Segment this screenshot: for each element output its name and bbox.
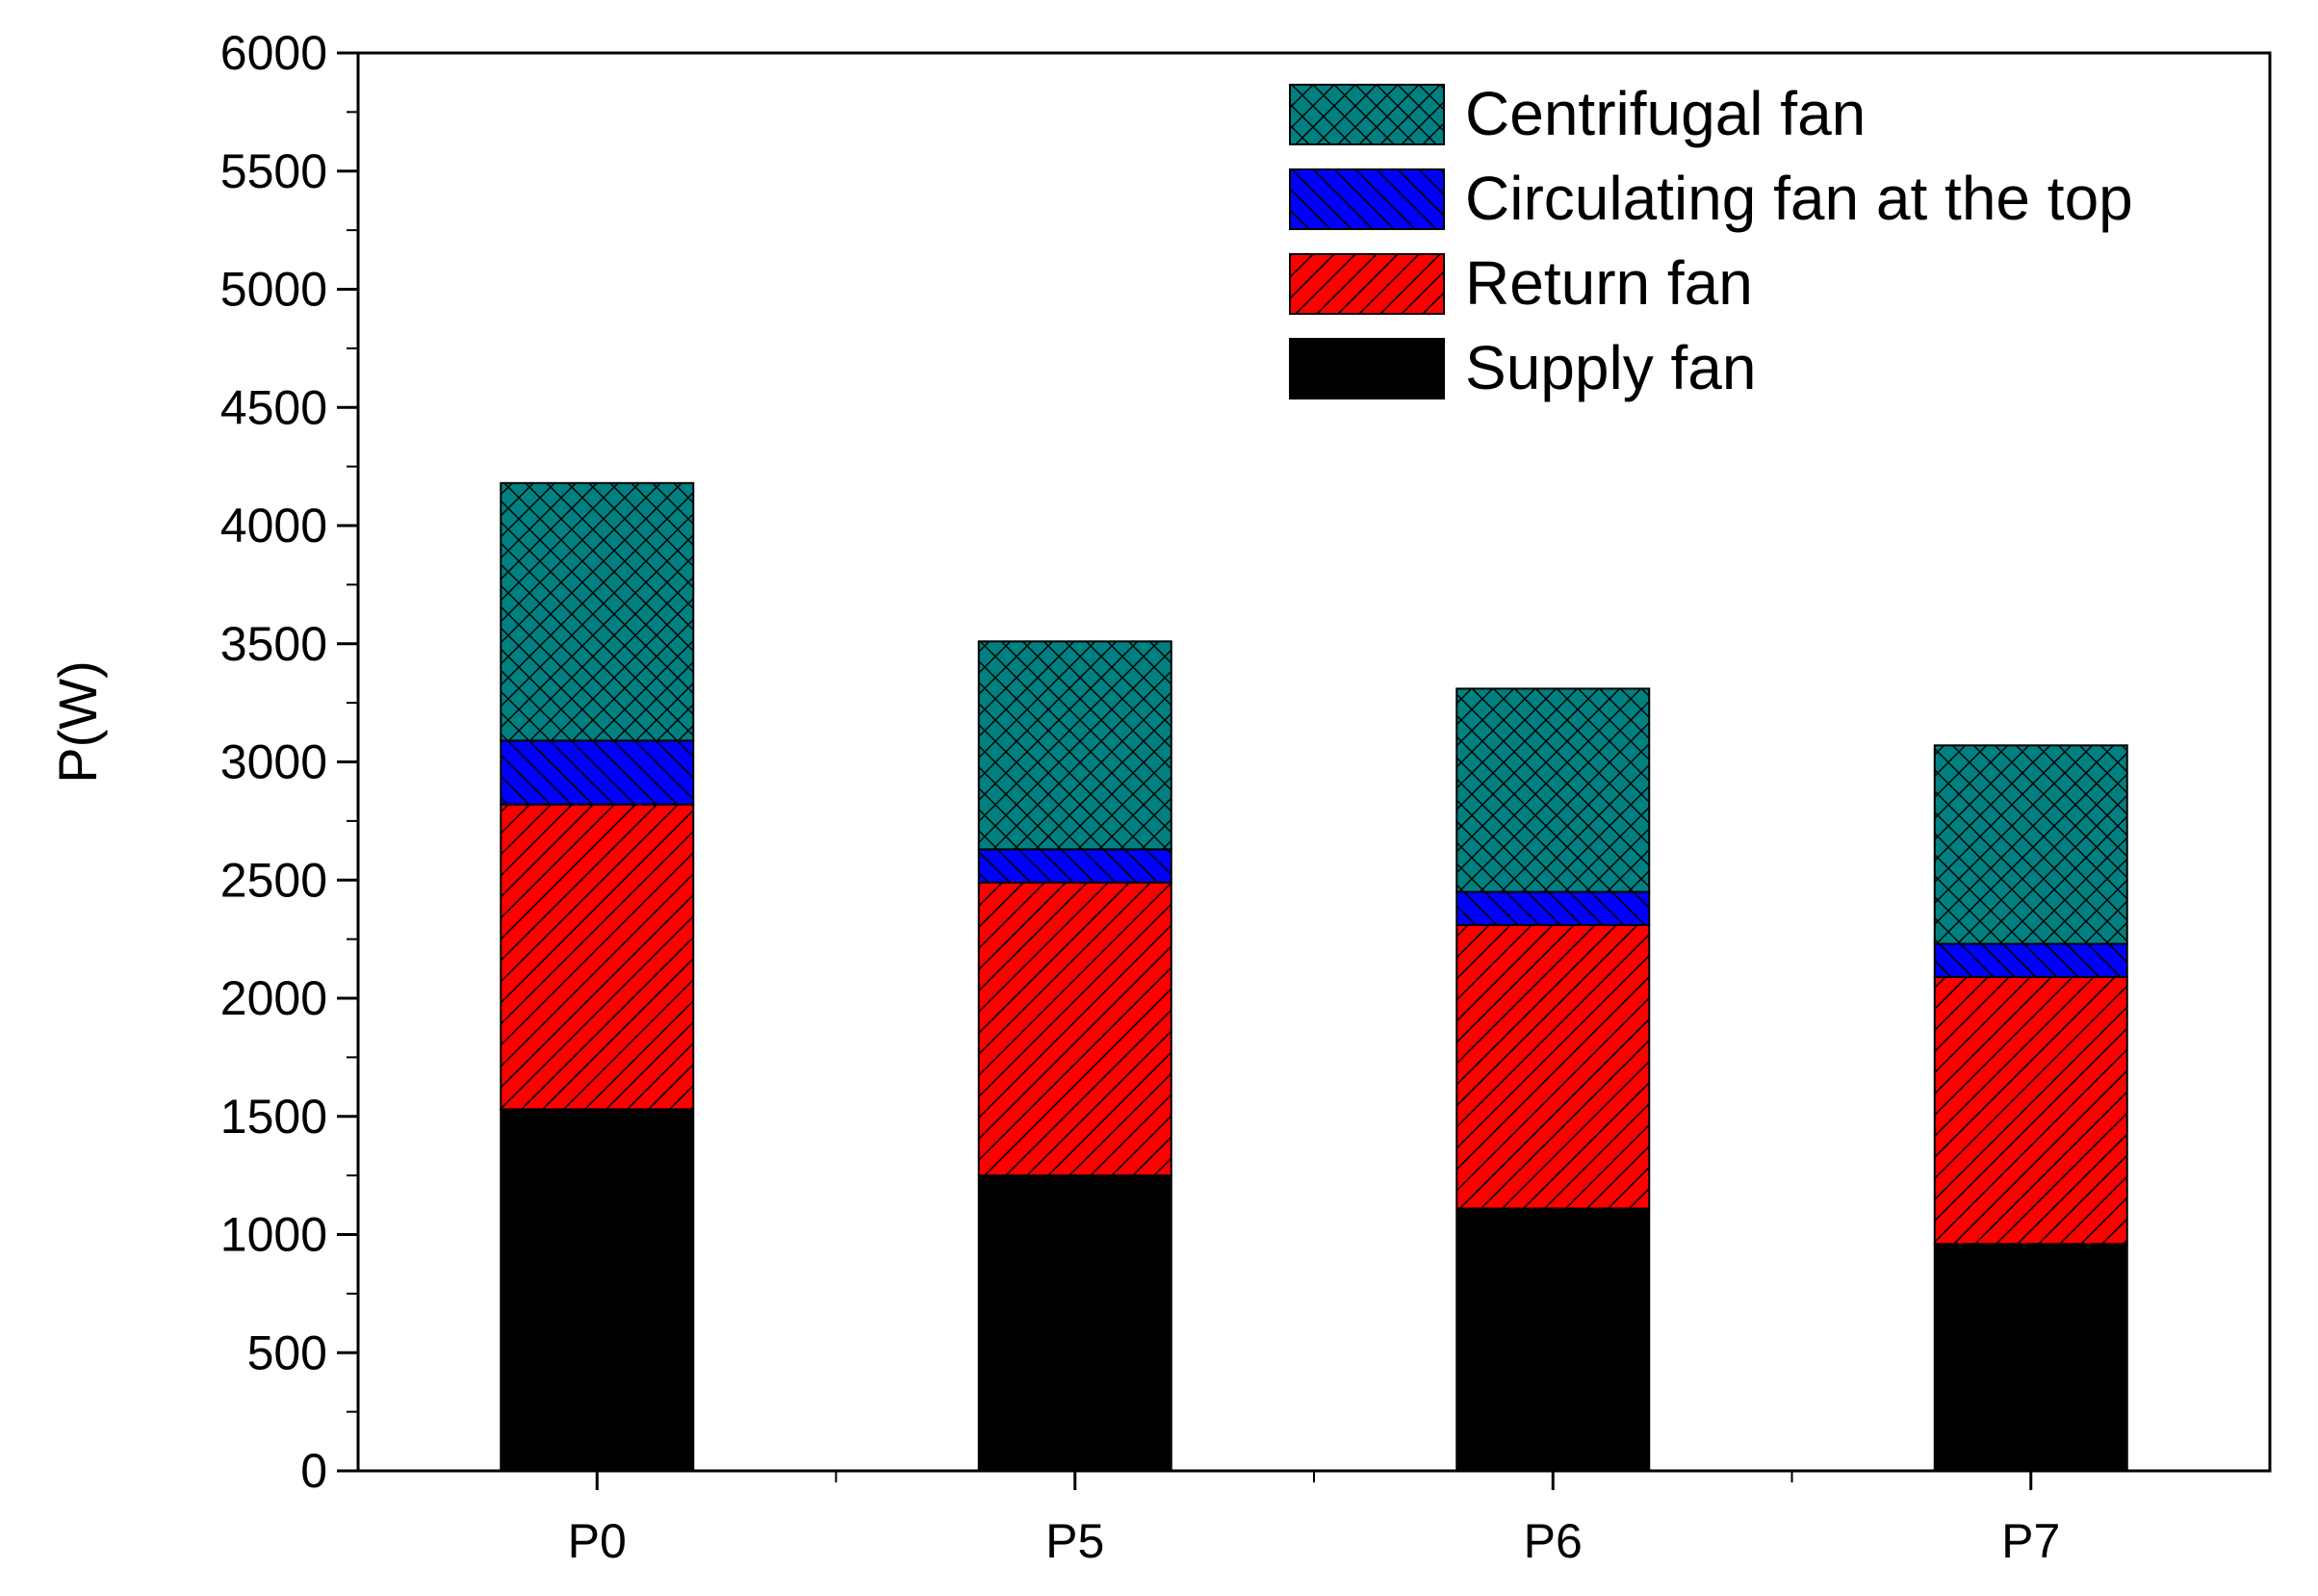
bar-segment-p7-2 bbox=[1933, 942, 2128, 978]
legend-label: Supply fan bbox=[1465, 333, 1756, 402]
y-tick-label-3500: 3500 bbox=[220, 617, 327, 671]
legend-item-centrifugal-fan: Centrifugal fan bbox=[1289, 79, 1866, 148]
y-tick-label-5500: 5500 bbox=[220, 144, 327, 198]
y-tick-label-1500: 1500 bbox=[220, 1090, 327, 1144]
bar-segment-p5-1 bbox=[977, 881, 1172, 1177]
y-tick-label-6000: 6000 bbox=[220, 26, 327, 80]
y-tick-label-2500: 2500 bbox=[220, 853, 327, 907]
legend-item-supply-fan: Supply fan bbox=[1289, 333, 1756, 402]
y-axis-ticks: 0 500 1000 1500 2000 2500 3000 3500 4000 4500 5000… bbox=[220, 26, 358, 1498]
x-tick-label-p5: P5 bbox=[1045, 1514, 1104, 1568]
bar-segment-p5-2 bbox=[977, 848, 1172, 884]
y-axis-label: P(W) bbox=[47, 660, 108, 784]
y-tick-label-500: 500 bbox=[247, 1326, 327, 1379]
bar-segment-p0-0 bbox=[500, 1108, 695, 1472]
x-axis-ticks: P0 P5 P6 P7 bbox=[568, 1471, 2060, 1568]
bar-segment-p6-2 bbox=[1455, 890, 1651, 926]
x-tick-label-p7: P7 bbox=[2001, 1514, 2060, 1568]
y-tick-label-4500: 4500 bbox=[220, 380, 327, 434]
y-tick-label-1000: 1000 bbox=[220, 1208, 327, 1262]
bar-segment-p5-0 bbox=[977, 1174, 1172, 1472]
bar-segment-p0-3 bbox=[500, 481, 695, 742]
bar-segment-p6-0 bbox=[1455, 1207, 1651, 1472]
y-tick-label-4000: 4000 bbox=[220, 499, 327, 553]
bars-layer bbox=[500, 481, 2128, 1472]
bar-segment-p7-0 bbox=[1933, 1243, 2128, 1472]
bar-segment-p6-1 bbox=[1455, 923, 1651, 1210]
bar-segment-p7-1 bbox=[1933, 975, 2128, 1246]
legend-label: Circulating fan at the top bbox=[1465, 164, 2133, 233]
y-tick-label-5000: 5000 bbox=[220, 263, 327, 317]
bar-segment-p5-3 bbox=[977, 640, 1172, 851]
x-tick-label-p0: P0 bbox=[568, 1514, 627, 1568]
y-tick-label-3000: 3000 bbox=[220, 735, 327, 789]
legend-item-return-fan: Return fan bbox=[1289, 248, 1753, 318]
bar-segment-p0-2 bbox=[500, 739, 695, 806]
legend-item-circulating-fan-at-the-top: Circulating fan at the top bbox=[1289, 164, 2133, 233]
x-tick-label-p6: P6 bbox=[1524, 1514, 1583, 1568]
legend-label: Return fan bbox=[1465, 248, 1753, 318]
y-tick-label-0: 0 bbox=[300, 1444, 327, 1498]
legend: Centrifugal fan Circulating fan at the to… bbox=[1289, 79, 2133, 402]
bar-segment-p6-3 bbox=[1455, 687, 1651, 893]
y-tick-label-2000: 2000 bbox=[220, 971, 327, 1025]
legend-swatch bbox=[1290, 339, 1444, 399]
legend-label: Centrifugal fan bbox=[1465, 79, 1866, 148]
bar-segment-p0-1 bbox=[500, 803, 695, 1111]
bar-segment-p7-3 bbox=[1933, 744, 2128, 945]
